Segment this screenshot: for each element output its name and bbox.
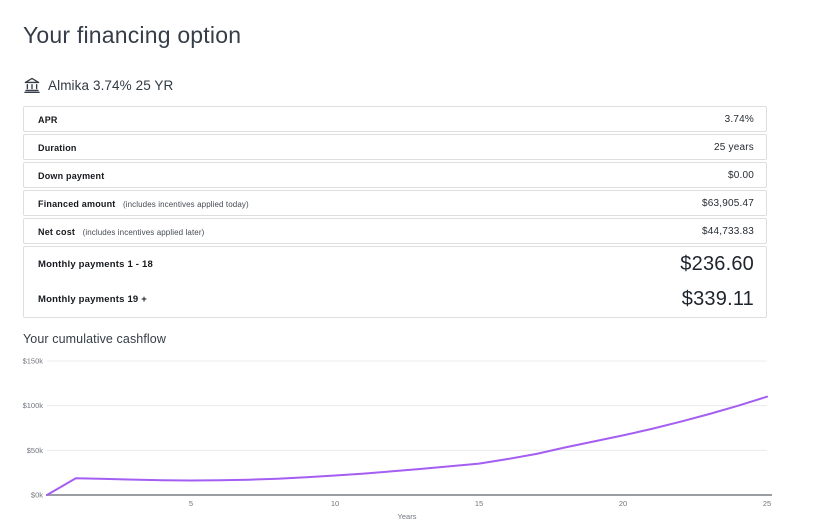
row-note: (includes incentives applied later) [82,228,205,237]
row-value: 25 years [714,141,754,153]
row-value: 3.74% [724,113,754,125]
x-axis-tick-label: 20 [619,499,627,508]
row-label: Financed amount [38,199,116,209]
x-axis-title: Years [398,512,417,521]
row-label: Net cost [38,227,76,237]
y-axis-tick-label: $0k [31,491,43,500]
table-row-monthly-payments-19-plus: Monthly payments 19 + $339.11 [24,282,766,317]
bank-icon [23,76,41,94]
x-axis-tick-label: 15 [475,499,483,508]
y-axis-tick-label: $150k [23,357,44,366]
x-axis-tick-label: 5 [189,499,193,508]
cashflow-chart-heading: Your cumulative cashflow [23,332,166,346]
row-value: $236.60 [680,253,754,275]
financing-provider: Almika 3.74% 25 YR [23,76,173,94]
row-value: $0.00 [727,169,754,181]
y-axis-tick-label: $50k [27,446,44,455]
row-value: $63,905.47 [701,197,754,209]
table-row-duration: Duration 25 years [23,134,767,160]
table-row-apr: APR 3.74% [23,106,767,132]
financing-details-table: APR 3.74% Duration 25 years Down payment… [23,106,767,320]
provider-label: Almika 3.74% 25 YR [48,77,174,93]
table-row-monthly-payments-1-18: Monthly payments 1 - 18 $236.60 [24,247,766,282]
table-row-down-payment: Down payment $0.00 [23,162,767,188]
row-label: Monthly payments 19 + [38,294,147,305]
row-label: Duration [38,143,77,153]
x-axis-tick-label: 25 [763,499,771,508]
row-label: Down payment [38,171,105,181]
row-value: $44,733.83 [701,225,754,237]
page-title: Your financing option [23,22,242,48]
table-row-net-cost: Net cost (includes incentives applied la… [23,218,767,244]
cumulative-cashflow-chart: $0k $50k $100k $150k 5 10 15 20 25 Years [23,357,772,521]
table-row-financed-amount: Financed amount (includes incentives app… [23,190,767,216]
y-axis-tick-label: $100k [23,401,44,410]
row-label: APR [38,115,58,125]
row-value: $339.11 [681,288,754,310]
cashflow-line [46,395,768,496]
monthly-payments-box: Monthly payments 1 - 18 $236.60 Monthly … [23,246,767,318]
row-note: (includes incentives applied today) [122,200,249,209]
x-axis-tick-label: 10 [331,499,339,508]
row-label: Monthly payments 1 - 18 [38,259,153,270]
